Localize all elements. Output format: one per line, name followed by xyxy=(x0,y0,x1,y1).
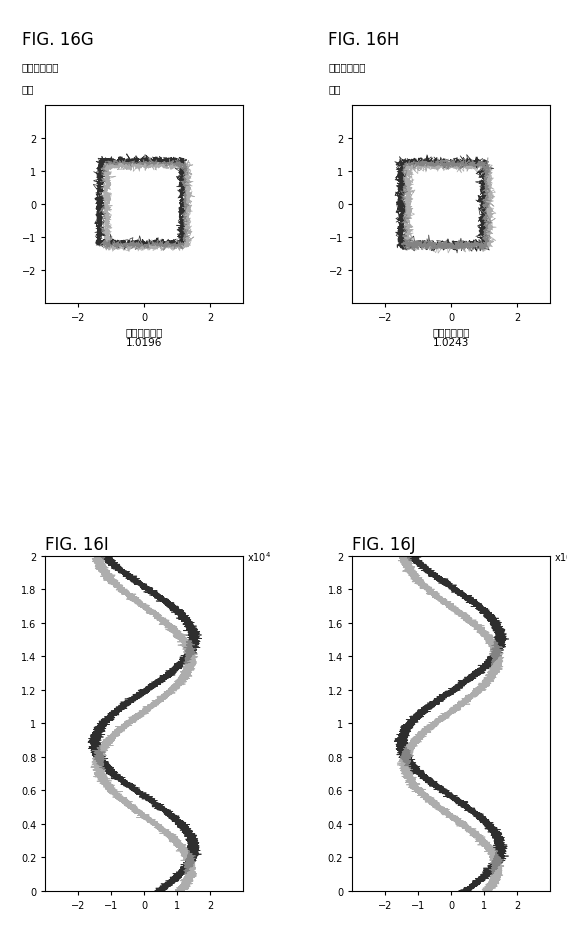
Text: 右精: 右精 xyxy=(328,84,341,94)
Text: FIG. 16J: FIG. 16J xyxy=(352,535,416,553)
X-axis label: アスペクト比
1.0243: アスペクト比 1.0243 xyxy=(432,327,470,348)
Text: FIG. 16G: FIG. 16G xyxy=(22,31,94,48)
Text: FIG. 16H: FIG. 16H xyxy=(328,31,400,48)
Text: x10$^4$: x10$^4$ xyxy=(554,549,567,563)
X-axis label: アスペクト比
1.0196: アスペクト比 1.0196 xyxy=(125,327,163,348)
Text: 症状の解決後: 症状の解決後 xyxy=(22,62,59,72)
Text: x10$^4$: x10$^4$ xyxy=(247,549,272,563)
Text: 左精: 左精 xyxy=(22,84,34,94)
Text: 症状の解決後: 症状の解決後 xyxy=(328,62,366,72)
Text: FIG. 16I: FIG. 16I xyxy=(45,535,109,553)
